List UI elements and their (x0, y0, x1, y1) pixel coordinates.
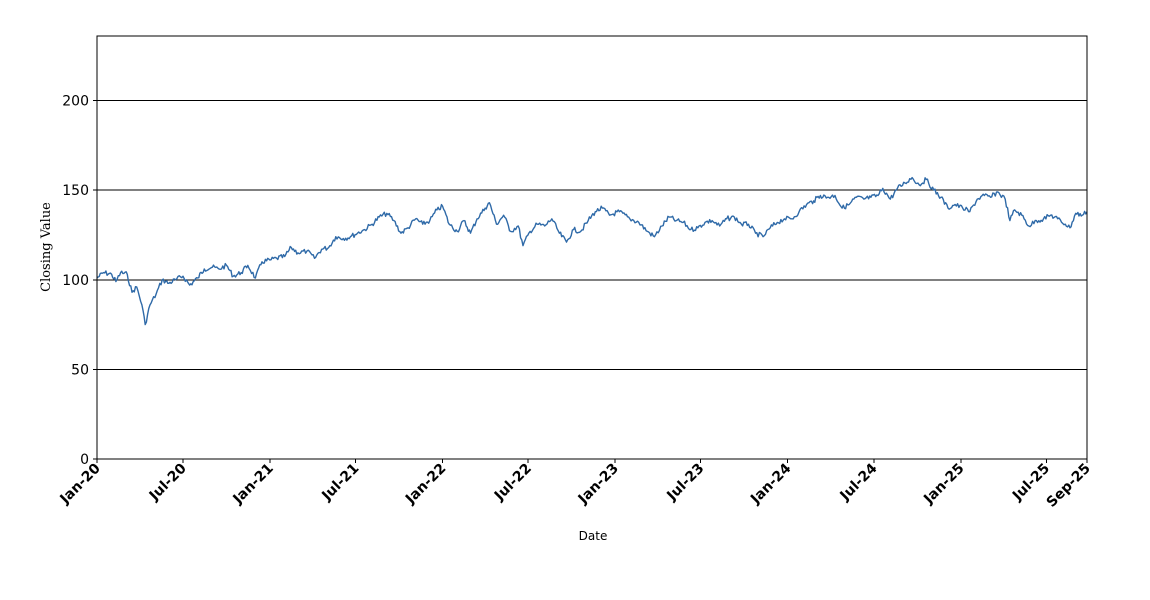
x-tick-label-12: Sep-25 (1044, 461, 1094, 511)
x-tick-label-5: Jul-22 (491, 461, 535, 505)
x-tick-label-3: Jul-21 (318, 461, 362, 505)
y-tick-label-150: 150 (62, 183, 89, 199)
series-layer (96, 176, 1088, 326)
x-tick-label-8: Jan-24 (747, 460, 794, 507)
gridlines (97, 100, 1087, 370)
plot-frame (96, 35, 1088, 460)
x-tick-label-1: Jul-20 (146, 460, 190, 504)
y-tick-label-100: 100 (62, 273, 89, 289)
y-tick-label-50: 50 (71, 362, 89, 378)
x-tick-label-7: Jul-23 (663, 461, 707, 505)
x-tick-label-4: Jan-22 (402, 461, 449, 508)
x-tick-label-6: Jan-23 (575, 461, 622, 508)
y-tick-label-200: 200 (62, 94, 89, 110)
series-line-0 (96, 176, 1088, 326)
x-axis: Jan-20 Jul-20 Jan-21 Jul-21 Jan-22 Jul-22 Jan-… (57, 459, 1094, 511)
x-axis-title: Date (579, 529, 608, 543)
x-tick-label-10: Jan-25 (920, 461, 967, 508)
x-tick-label-2: Jan-21 (230, 461, 277, 508)
y-axis: 0 50 100 150 200 (62, 94, 97, 468)
y-axis-title: Closing Value (39, 202, 54, 292)
y-tick-label-0: 0 (80, 452, 89, 468)
x-tick-label-9: Jul-24 (837, 460, 881, 504)
plot-border (96, 35, 1088, 460)
